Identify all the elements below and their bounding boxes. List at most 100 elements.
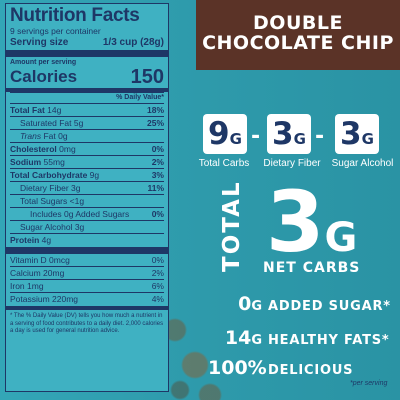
dash-separator: -	[251, 124, 261, 149]
nutrient-amount: 4g	[41, 235, 52, 245]
vitamin-dv: 6%	[151, 281, 164, 291]
claim-text: HEALTHY FATS*	[268, 333, 390, 348]
claim-text: DELICIOUS	[268, 363, 354, 378]
servings-per-container: 9 servings per container	[10, 26, 101, 36]
claim-text: ADDED SUGAR*	[268, 299, 391, 314]
nutrient-dv: 18%	[146, 105, 164, 115]
nutrient-label: Total Fat	[10, 105, 45, 115]
sugar-alcohol-number: 3	[340, 116, 362, 152]
nutrient-dv: 0%	[151, 144, 164, 154]
serving-size-label: Serving size	[10, 37, 69, 48]
dietary-fiber-unit: G	[293, 130, 306, 148]
net-carbs-value: 3G	[266, 177, 357, 291]
claim-delicious: 100% DELICIOUS	[208, 357, 398, 379]
nutrition-facts-panel: Nutrition Facts 9 servings per container…	[5, 3, 169, 392]
amount-per-serving: Amount per serving	[10, 59, 77, 66]
nutrient-amount: 5g	[73, 118, 84, 128]
nutrient-amount: 3g	[71, 183, 81, 193]
nutrient-amount: 3g	[74, 222, 85, 232]
nutrient-row-saturated-fat: Saturated Fat 5g 25%	[10, 116, 164, 129]
nutrient-row-cholesterol: Cholesterol 0mg 0%	[10, 142, 164, 155]
nutrient-label: Sugar Alcohol	[20, 222, 73, 232]
nutrient-label: Includes 0g Added Sugars	[30, 209, 130, 219]
serving-size-row: Serving size 1/3 cup (28g)	[10, 37, 164, 49]
nutrient-row-sodium: Sodium 55mg 2%	[10, 155, 164, 168]
vitamin-label: Iron 1mg	[10, 281, 44, 291]
total-carbs-unit: G	[229, 130, 242, 148]
vitamin-row-vitamin-d: Vitamin D 0mcg 0%	[10, 254, 164, 266]
nutrient-label: Protein	[10, 235, 40, 245]
divider-medium	[6, 306, 168, 310]
nutrient-label: Saturated Fat	[20, 118, 72, 128]
nutrient-label: Sodium	[10, 157, 42, 167]
dietary-fiber-number: 3	[272, 116, 294, 152]
nutrient-row-total-fat: Total Fat 14g 18%	[10, 103, 164, 116]
vitamin-dv: 4%	[151, 294, 164, 304]
nutrient-label: Cholesterol	[10, 144, 57, 154]
vitamin-label: Vitamin D 0mcg	[10, 255, 70, 265]
dietary-fiber-label: Dietary Fiber	[263, 158, 321, 169]
serving-size-value: 1/3 cup (28g)	[102, 37, 164, 48]
nutrient-row-total-sugars: Total Sugars <1g	[10, 194, 164, 207]
divider-medium	[6, 88, 168, 92]
nutrition-title: Nutrition Facts	[10, 5, 140, 26]
flavor-line-1: DOUBLE	[253, 12, 343, 34]
nutrient-label: Total Sugars	[20, 196, 68, 206]
sugar-alcohol-box: 3G	[335, 114, 379, 154]
flavor-banner: DOUBLE CHOCOLATE CHIP	[196, 0, 400, 70]
divider-thick	[6, 247, 168, 254]
nutrient-amount: 55mg	[43, 157, 65, 167]
nutrient-dv: 2%	[151, 157, 164, 167]
nutrient-dv: 11%	[147, 183, 164, 193]
claim-healthy-fats: 14G HEALTHY FATS*	[208, 327, 398, 349]
net-carbs-number: 3	[266, 173, 325, 271]
daily-value-header: % Daily Value*	[10, 92, 164, 103]
flavor-line-2: CHOCOLATE CHIP	[202, 32, 394, 54]
nutrient-row-dietary-fiber: Dietary Fiber 3g 11%	[10, 181, 164, 194]
sugar-alcohol-label: Sugar Alcohol	[331, 158, 394, 169]
claim-value: 14	[224, 327, 252, 349]
claim-value: 0	[238, 293, 252, 315]
claim-added-sugar: 0G ADDED SUGAR*	[208, 293, 398, 315]
nutrient-amount: Fat 0g	[43, 131, 68, 141]
nutrient-row-total-carbohydrate: Total Carbohydrate 9g 3%	[10, 168, 164, 181]
total-carbs-box: 9G	[203, 114, 247, 154]
nutrient-row-sugar-alcohol: Sugar Alcohol 3g	[10, 220, 164, 233]
nutrient-amount: 0mg	[59, 144, 76, 154]
nutrient-row-trans-fat: Trans Fat 0g	[10, 129, 164, 142]
nutrient-amount: <1g	[69, 196, 85, 206]
dash-separator: -	[315, 124, 325, 149]
nutrient-label: Total Carbohydrate	[10, 170, 88, 180]
claim-value: 100%	[208, 357, 267, 379]
vitamin-dv: 2%	[151, 268, 164, 278]
nutrient-dv: 25%	[146, 118, 164, 128]
dietary-fiber-box: 3G	[267, 114, 311, 154]
total-vertical-text: TOTAL	[219, 180, 245, 272]
daily-value-footnote: * The % Daily Value (DV) tells you how m…	[10, 313, 164, 334]
nutrient-dv: 3%	[151, 170, 164, 180]
claim-unit: G	[251, 333, 262, 348]
calories-row: Calories 150	[10, 67, 164, 87]
sugar-alcohol-unit: G	[361, 130, 374, 148]
nutrient-amount: 14g	[47, 105, 62, 115]
calories-label: Calories	[10, 67, 78, 86]
nutrient-amount: 9g	[89, 170, 100, 180]
net-carbs-label: NET CARBS	[263, 260, 361, 276]
total-carbs-number: 9	[208, 116, 230, 152]
divider-thick	[6, 50, 168, 57]
vitamin-label: Potassium 220mg	[10, 294, 79, 304]
vitamin-dv: 0%	[151, 255, 164, 265]
vitamin-row-calcium: Calcium 20mg 2%	[10, 266, 164, 279]
per-serving-note: *per serving	[350, 380, 388, 387]
nutrient-row-protein: Protein 4g	[10, 233, 164, 246]
nutrient-label: Dietary Fiber	[20, 183, 69, 193]
nutrient-row-added-sugars: Includes 0g Added Sugars 0%	[10, 207, 164, 220]
vitamin-label: Calcium 20mg	[10, 268, 65, 278]
nutrient-dv: 0%	[151, 209, 164, 219]
total-carbs-label: Total Carbs	[198, 158, 250, 169]
nutrient-label: Trans	[20, 131, 42, 141]
vitamin-row-iron: Iron 1mg 6%	[10, 279, 164, 292]
net-carbs-unit: G	[324, 215, 358, 261]
vitamin-row-potassium: Potassium 220mg 4%	[10, 292, 164, 305]
calories-value: 150	[130, 66, 164, 88]
